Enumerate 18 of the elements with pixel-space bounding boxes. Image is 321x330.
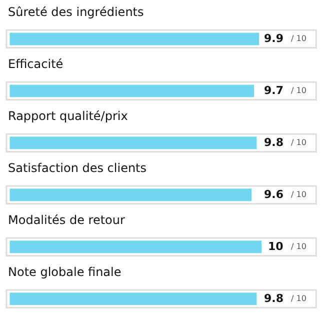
y-tick-label: Note globale finale [8, 265, 122, 279]
data-label: 9.8 [264, 292, 284, 305]
data-label: 9.9 [264, 32, 284, 45]
y-tick-label: Modalités de retour [8, 213, 126, 227]
y-tick-label: Efficacité [8, 57, 64, 71]
data-label: 10 [268, 240, 284, 253]
data-label: 9.7 [264, 84, 284, 97]
text: / 10 [291, 190, 306, 199]
text: / 10 [291, 294, 306, 303]
data-label: 9.6 [264, 188, 284, 201]
text: / 10 [291, 86, 306, 95]
text: / 10 [291, 242, 306, 251]
y-tick-label: Satisfaction des clients [8, 161, 147, 175]
text: / 10 [291, 34, 306, 43]
y-tick-label: Rapport qualité/prix [8, 109, 128, 123]
data-label: 9.8 [264, 136, 284, 149]
y-tick-label: Sûreté des ingrédients [8, 5, 144, 19]
text: / 10 [291, 138, 306, 147]
